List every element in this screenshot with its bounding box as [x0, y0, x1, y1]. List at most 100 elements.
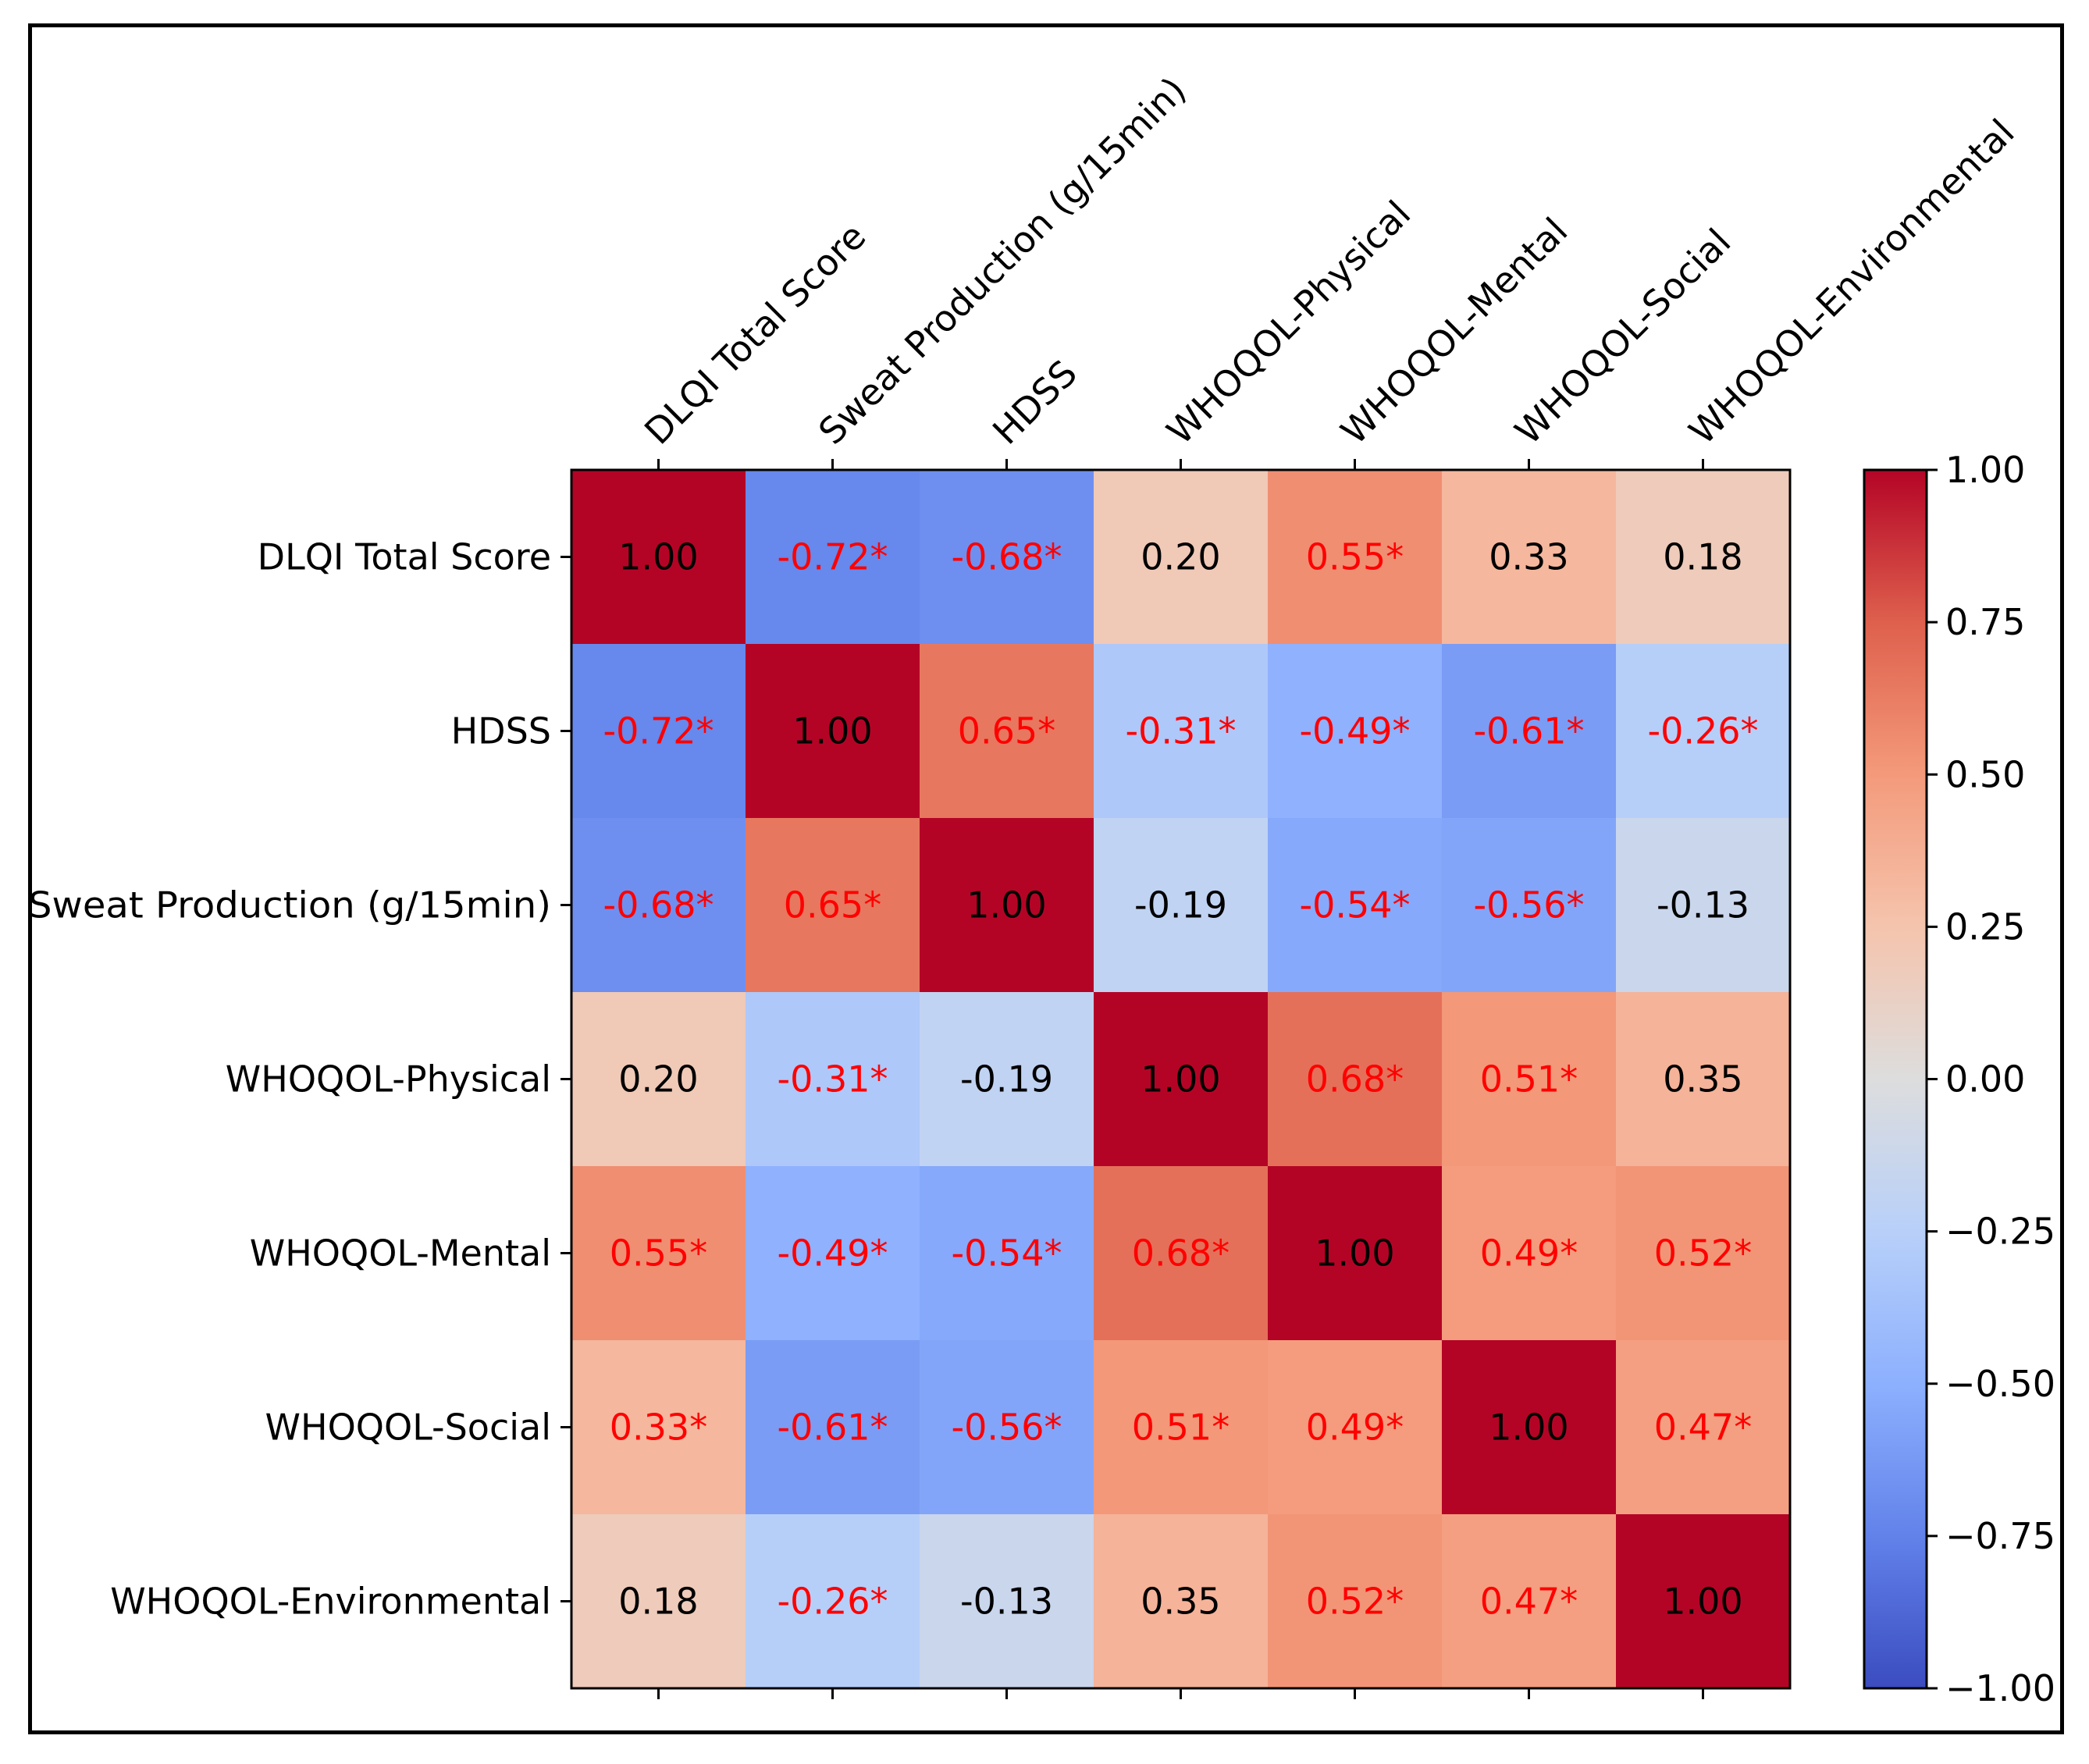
- colorbar-tick-label: −0.50: [1945, 1363, 2055, 1405]
- cell-value-label: 0.47*: [1654, 1407, 1752, 1449]
- heatmap-cell-6-3: [1094, 1514, 1268, 1688]
- cell-value-label: 0.33*: [610, 1407, 707, 1449]
- heatmap-cell-4-1: [746, 1166, 920, 1340]
- heatmap-cell-2-0: [571, 818, 746, 992]
- cell-value-label: -0.31*: [1125, 710, 1236, 752]
- heatmap-cell-2-1: [746, 818, 920, 992]
- heatmap-cell-5-4: [1268, 1340, 1442, 1514]
- heatmap-cell-4-2: [920, 1166, 1094, 1340]
- heatmap-cell-2-2: [920, 818, 1094, 992]
- cell-value-label: 0.65*: [784, 884, 881, 926]
- colorbar-tick-label: −0.25: [1945, 1211, 2055, 1253]
- cell-value-label: -0.56*: [1473, 884, 1584, 926]
- cell-value-label: -0.54*: [1299, 884, 1410, 926]
- cell-value-label: -0.13: [960, 1581, 1053, 1623]
- heatmap-cell-2-3: [1094, 818, 1268, 992]
- heatmap-cell-0-6: [1616, 470, 1790, 644]
- cell-value-label: 0.18: [618, 1581, 698, 1623]
- heatmap-cell-0-5: [1442, 470, 1616, 644]
- heatmap-cell-6-2: [920, 1514, 1094, 1688]
- cell-value-label: 0.52*: [1306, 1581, 1404, 1623]
- heatmap-cell-6-1: [746, 1514, 920, 1688]
- heatmap-cell-1-6: [1616, 644, 1790, 818]
- colorbar-tick-label: 0.00: [1945, 1058, 2025, 1101]
- colorbar-tick-label: 0.75: [1945, 601, 2025, 643]
- cell-value-label: 0.68*: [1132, 1232, 1230, 1275]
- cell-value-label: 0.33: [1489, 536, 1568, 578]
- y-tick-label: WHOQOL-Environmental: [110, 1581, 551, 1623]
- cell-value-label: -0.31*: [777, 1058, 888, 1101]
- heatmap-cell-5-1: [746, 1340, 920, 1514]
- y-tick-label: WHOQOL-Physical: [226, 1058, 551, 1101]
- cell-value-label: 0.55*: [1306, 536, 1404, 578]
- heatmap-cell-3-6: [1616, 992, 1790, 1166]
- heatmap-cell-3-4: [1268, 992, 1442, 1166]
- colorbar-tick-label: 0.50: [1945, 753, 2025, 795]
- heatmap-cell-1-4: [1268, 644, 1442, 818]
- heatmap-cell-1-0: [571, 644, 746, 818]
- y-tick-label: DLQI Total Score: [258, 536, 551, 578]
- cell-value-label: 0.35: [1141, 1581, 1220, 1623]
- heatmap-cell-6-4: [1268, 1514, 1442, 1688]
- cell-value-label: 0.35: [1663, 1058, 1742, 1101]
- cell-value-label: -0.13: [1657, 884, 1749, 926]
- cell-value-label: 1.00: [618, 536, 698, 578]
- cell-value-label: 0.65*: [958, 710, 1055, 752]
- cell-value-label: 0.20: [618, 1058, 698, 1101]
- heatmap-cell-4-5: [1442, 1166, 1616, 1340]
- heatmap-cell-0-3: [1094, 470, 1268, 644]
- cell-value-label: 1.00: [1141, 1058, 1220, 1101]
- cell-value-label: 1.00: [1663, 1581, 1742, 1623]
- colorbar-tick-label: 0.25: [1945, 905, 2025, 948]
- y-tick-label: WHOQOL-Social: [265, 1407, 552, 1449]
- cell-value-label: 0.20: [1141, 536, 1220, 578]
- colorbar-tick-label: −0.75: [1945, 1515, 2055, 1557]
- y-tick-label: Sweat Production (g/15min): [28, 884, 551, 926]
- cell-value-label: -0.68*: [951, 536, 1062, 578]
- cell-value-label: -0.19: [1134, 884, 1227, 926]
- heatmap-cell-2-6: [1616, 818, 1790, 992]
- heatmap-cell-6-0: [571, 1514, 746, 1688]
- colorbar-tick-label: −1.00: [1945, 1667, 2055, 1709]
- heatmap-cell-6-6: [1616, 1514, 1790, 1688]
- heatmap-cell-5-5: [1442, 1340, 1616, 1514]
- cell-value-label: 1.00: [1489, 1407, 1568, 1449]
- cell-value-label: 0.51*: [1132, 1407, 1230, 1449]
- heatmap-cell-3-2: [920, 992, 1094, 1166]
- cell-value-label: -0.68*: [603, 884, 714, 926]
- figure-frame: [28, 23, 2064, 1734]
- heatmap-cell-2-5: [1442, 818, 1616, 992]
- x-tick-label: HDSS: [984, 352, 1085, 453]
- cell-value-label: -0.72*: [777, 536, 888, 578]
- cell-value-label: 0.55*: [610, 1232, 707, 1275]
- cell-value-label: 1.00: [792, 710, 872, 752]
- heatmap-cell-0-4: [1268, 470, 1442, 644]
- heatmap-cell-1-1: [746, 644, 920, 818]
- heatmap-cell-0-1: [746, 470, 920, 644]
- cell-value-label: -0.26*: [777, 1581, 888, 1623]
- heatmap-cell-3-0: [571, 992, 746, 1166]
- heatmap-cell-2-4: [1268, 818, 1442, 992]
- heatmap-cell-4-4: [1268, 1166, 1442, 1340]
- cell-value-label: -0.49*: [777, 1232, 888, 1275]
- cell-value-label: 1.00: [1315, 1232, 1394, 1275]
- cell-value-label: 0.18: [1663, 536, 1742, 578]
- cell-value-label: -0.26*: [1647, 710, 1758, 752]
- y-tick-label: HDSS: [451, 710, 551, 752]
- cell-value-label: 0.49*: [1480, 1232, 1578, 1275]
- cell-value-label: 0.51*: [1480, 1058, 1578, 1101]
- heatmap-cell-1-5: [1442, 644, 1616, 818]
- cell-value-label: -0.72*: [603, 710, 714, 752]
- heatmap-cell-5-3: [1094, 1340, 1268, 1514]
- heatmap-cell-0-0: [571, 470, 746, 644]
- heatmap-cell-6-5: [1442, 1514, 1616, 1688]
- heatmap-cell-0-2: [920, 470, 1094, 644]
- cell-value-label: -0.49*: [1299, 710, 1410, 752]
- heatmap-cell-4-3: [1094, 1166, 1268, 1340]
- cell-value-label: 1.00: [966, 884, 1046, 926]
- cell-value-label: -0.61*: [1473, 710, 1584, 752]
- heatmap-cell-5-6: [1616, 1340, 1790, 1514]
- cell-value-label: -0.19: [960, 1058, 1053, 1101]
- cell-value-label: 0.52*: [1654, 1232, 1752, 1275]
